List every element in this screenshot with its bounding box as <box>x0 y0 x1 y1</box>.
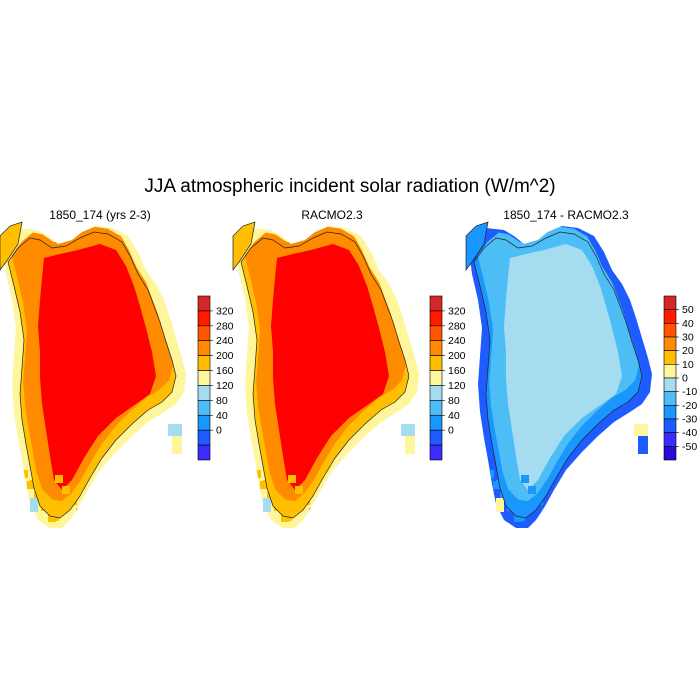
colorbar-swatch <box>197 325 211 342</box>
panel-title-racmo: RACMO2.3 <box>301 208 363 222</box>
colorbar-swatch <box>429 429 443 446</box>
colorbar-swatch <box>429 310 443 327</box>
island-patch <box>401 424 415 436</box>
colorbar-swatch <box>663 364 677 379</box>
colorbar-swatch <box>429 370 443 386</box>
colorbar-swatch <box>429 340 443 356</box>
colorbar-tick-label: 40 <box>448 410 460 422</box>
colorbar-swatch <box>663 446 677 461</box>
island-patch <box>634 424 648 436</box>
colorbar-swatch <box>663 377 677 392</box>
colorbar-swatch <box>429 355 443 371</box>
colorbar-swatch <box>197 370 211 386</box>
colorbar-tick-label: 0 <box>216 425 222 437</box>
colorbar-swatch <box>197 340 211 356</box>
colorbar-tick-label: 30 <box>682 332 694 344</box>
colorbar-tick-label: -20 <box>682 400 697 412</box>
colorbar-swatch <box>197 355 211 371</box>
colorbar-swatch <box>663 323 677 338</box>
colorbar-tick-label: 0 <box>448 425 454 437</box>
colorbar-tick-label: -30 <box>682 414 697 426</box>
colorbar-tick-label: 40 <box>216 410 228 422</box>
colorbar-swatch <box>663 350 677 365</box>
colorbar-tick-label: 160 <box>448 365 466 377</box>
colorbar-tick-label: -50 <box>682 441 697 453</box>
colorbar-tick-label: 40 <box>682 318 694 330</box>
colorbar-swatch <box>429 400 443 416</box>
colorbar-tick-label: 320 <box>216 305 234 317</box>
map-panel-2 <box>232 221 419 528</box>
colorbar-tick-label: 10 <box>682 359 694 371</box>
colorbar-swatch <box>197 429 211 446</box>
colorbar-tick-label: 0 <box>682 373 688 385</box>
colorbar-tick-label: -40 <box>682 427 697 439</box>
map-panel-1 <box>0 221 186 528</box>
colorbar-swatch <box>197 400 211 416</box>
colorbar-tick-label: 320 <box>448 305 466 317</box>
colorbar-swatch <box>663 432 677 447</box>
colorbar-tick-label: 200 <box>448 350 466 362</box>
colorbar-swatch <box>429 385 443 401</box>
panel-title-difference: 1850_174 - RACMO2.3 <box>503 208 629 222</box>
colorbar-tick-label: 280 <box>448 320 466 332</box>
island-patch <box>168 424 182 436</box>
colorbar-swatch <box>663 336 677 351</box>
colorbar-tick-label: 20 <box>682 345 694 357</box>
colorbar-tick-label: 80 <box>448 395 460 407</box>
colorbar-tick-label: 80 <box>216 395 228 407</box>
colorbar-tick-label: 120 <box>216 380 234 392</box>
colorbar-tick-label: 120 <box>448 380 466 392</box>
figure-title: JJA atmospheric incident solar radiation… <box>144 176 556 197</box>
colorbar-tick-label: 240 <box>216 335 234 347</box>
colorbar-swatch <box>663 295 677 310</box>
colorbar-tick-label: 240 <box>448 335 466 347</box>
colorbar-swatch <box>429 414 443 431</box>
colorbar-swatch <box>197 295 211 312</box>
colorbar-swatch <box>429 444 443 461</box>
colorbar-tick-label: 50 <box>682 304 694 316</box>
colorbar-swatch <box>663 418 677 433</box>
colorbar-tick-label: 280 <box>216 320 234 332</box>
colorbar-swatch <box>197 414 211 431</box>
colorbar-tick-label: 200 <box>216 350 234 362</box>
colorbar-swatch <box>663 405 677 420</box>
colorbar-swatch <box>663 309 677 324</box>
colorbar-swatch <box>197 385 211 401</box>
map-panel-3 <box>465 221 652 528</box>
colorbar-tick-label: 160 <box>216 365 234 377</box>
colorbar-tick-label: -10 <box>682 386 697 398</box>
panel-title-model: 1850_174 (yrs 2-3) <box>49 208 151 222</box>
colorbar-swatch <box>429 295 443 312</box>
colorbar-swatch <box>663 391 677 406</box>
colorbar-swatch <box>197 310 211 327</box>
colorbar-swatch <box>429 325 443 342</box>
colorbar-swatch <box>197 444 211 461</box>
